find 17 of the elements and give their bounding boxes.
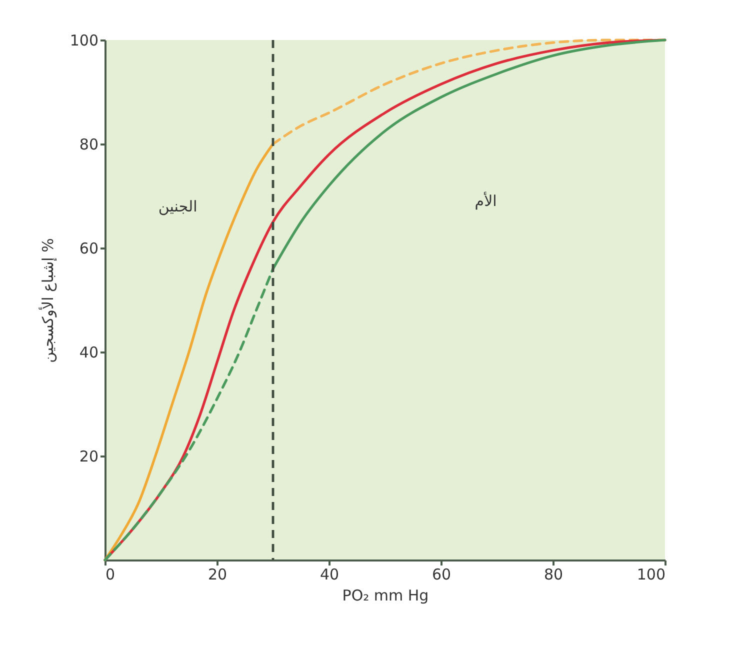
x-tick-label: 0 (106, 566, 116, 584)
annotation: الجنين (158, 197, 198, 216)
y-tick-label: 80 (79, 136, 98, 154)
y-tick-label: 40 (79, 344, 98, 362)
x-tick-label: 60 (432, 566, 452, 584)
y-tick-label: 20 (79, 448, 98, 466)
y-axis-title: إشباع الأوكسجين % (38, 238, 57, 363)
annotation: الأم (474, 191, 497, 210)
y-tick-label: 60 (79, 240, 98, 258)
x-tick-label: 100 (636, 566, 666, 584)
line-series (272, 38, 666, 146)
x-tick-label: 40 (320, 566, 340, 584)
x-tick-label: 80 (544, 566, 564, 584)
line-series (104, 142, 274, 562)
x-axis-title: PO₂ mm Hg (342, 586, 429, 604)
x-tick-label: 20 (208, 566, 228, 584)
y-tick-label: 100 (70, 32, 98, 50)
